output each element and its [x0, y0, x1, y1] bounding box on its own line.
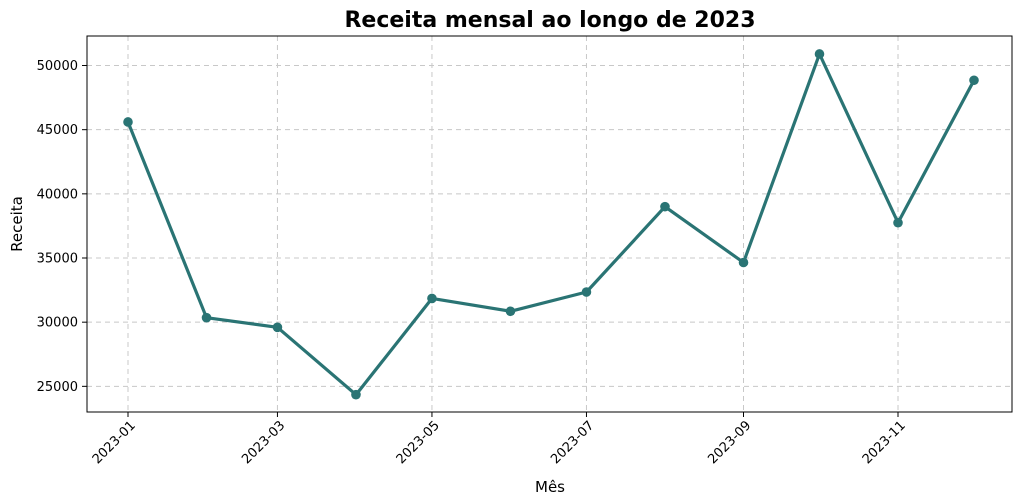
data-point: [351, 389, 361, 400]
data-point: [814, 49, 825, 59]
data-point: [201, 312, 212, 323]
y-tick-label: 45000: [37, 123, 78, 138]
x-tick-label: 2023-07: [548, 418, 597, 467]
y-tick-label: 40000: [37, 187, 78, 202]
grid: [87, 36, 1012, 412]
y-tick-label: 50000: [37, 59, 78, 74]
x-axis-label: Mês: [535, 478, 565, 496]
data-point: [969, 75, 979, 86]
axis-ticks: 25000 30000 35000 40000 45000 50000 2023-01 202…: [37, 59, 909, 467]
data-point: [738, 257, 749, 268]
x-tick-label: 2023-11: [860, 418, 909, 467]
data-point: [660, 201, 670, 212]
y-tick-label: 35000: [37, 252, 78, 267]
data-point: [123, 117, 133, 127]
y-tick-label: 30000: [37, 316, 78, 331]
y-tick-label: 25000: [37, 380, 78, 395]
plot-area-frame: [86, 35, 1013, 413]
y-axis-label: Receita: [8, 196, 26, 252]
series-line: [126, 52, 976, 397]
data-point: [272, 322, 283, 333]
data-point: [893, 217, 903, 228]
series-layer: [123, 49, 979, 400]
x-tick-label: 2023-09: [705, 418, 754, 467]
data-point: [581, 287, 592, 297]
data-point: [505, 306, 516, 317]
chart-title: Receita mensal ao longo de 2023: [344, 8, 755, 33]
data-point: [427, 293, 437, 304]
x-tick-label: 2023-03: [239, 418, 288, 467]
x-tick-label: 2023-01: [90, 418, 139, 467]
x-tick-label: 2023-05: [394, 418, 443, 467]
